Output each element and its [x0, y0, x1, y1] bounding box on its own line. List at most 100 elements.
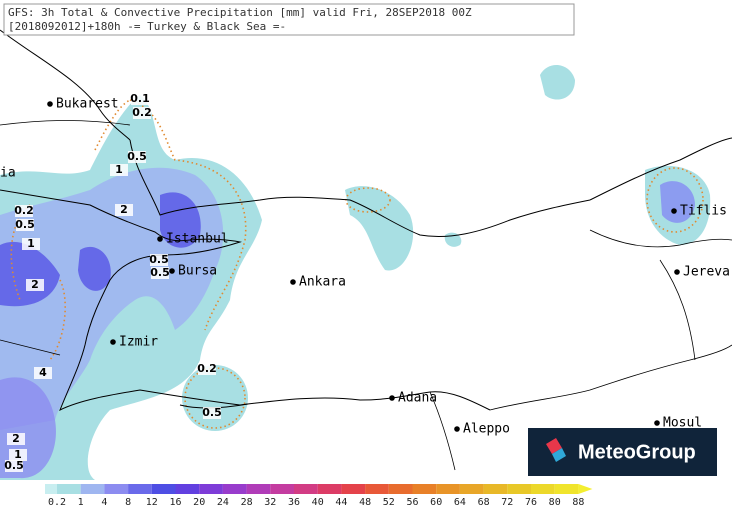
colorbar-swatch	[270, 484, 294, 494]
contour-label: 1	[14, 448, 22, 461]
colorbar-label: 12	[146, 497, 158, 508]
header-line: [2018092012]+180h -= Turkey & Black Sea …	[8, 20, 286, 33]
header-frame	[3, 3, 575, 36]
colorbar-swatch	[246, 484, 271, 494]
colorbar-label: 80	[549, 497, 561, 508]
city-dot	[671, 208, 677, 214]
header-line: GFS: 3h Total & Convective Precipitation…	[8, 6, 472, 19]
logo-icon	[546, 438, 562, 454]
colorbar-label: 88	[572, 497, 584, 508]
contour-label-bg	[110, 164, 128, 176]
city-dot	[290, 279, 296, 285]
rain-area-cyprus	[182, 365, 248, 431]
contour-label-bg	[203, 407, 221, 419]
colorbar-swatch	[199, 484, 223, 494]
colorbar-label: 48	[359, 497, 371, 508]
contour-label-bg	[9, 449, 27, 461]
colorbar-label: 1	[78, 497, 84, 508]
colorbar-label: 36	[288, 497, 300, 508]
precipitation	[0, 64, 711, 480]
city-label: Izmir	[119, 335, 158, 350]
colorbar-label: 4	[101, 497, 107, 508]
city-label: ia	[0, 166, 16, 181]
colorbar-swatch	[57, 484, 81, 494]
city-dot	[674, 269, 680, 275]
colorbar-swatch	[341, 484, 366, 494]
contour-label-bg	[7, 433, 25, 445]
coastlines	[0, 29, 732, 412]
city-label: Aleppo	[463, 422, 510, 437]
colorbar-swatch	[45, 484, 57, 494]
rain-area-central	[345, 186, 414, 271]
colorbar-swatch	[531, 484, 555, 494]
colorbar-label: 20	[193, 497, 205, 508]
city-label: Istanbul	[166, 232, 229, 247]
colorbar-swatch	[151, 484, 176, 494]
colorbar-label: 52	[383, 497, 395, 508]
rain-area-heavy	[0, 192, 201, 307]
contour-label: 0.5	[127, 150, 147, 163]
rain-area-north	[540, 64, 575, 100]
city-dot	[47, 101, 53, 107]
colorbar-label: 68	[478, 497, 490, 508]
colorbar-swatch	[365, 484, 389, 494]
colorbar-swatch	[554, 484, 579, 494]
colorbar-label: 0.2	[48, 497, 66, 508]
city-dot	[654, 420, 660, 426]
colorbar-swatch	[507, 484, 531, 494]
city-dot	[110, 339, 116, 345]
contour-label: 0.2	[197, 362, 217, 375]
colorbar-swatch	[104, 484, 129, 494]
colorbar-label: 72	[501, 497, 513, 508]
contour-label: 2	[31, 278, 39, 291]
colorbar-swatch	[128, 484, 152, 494]
city-label: Mosul	[663, 416, 702, 431]
contour-label: 0.2	[14, 204, 34, 217]
colorbar-swatch	[222, 484, 247, 494]
city-dot	[169, 268, 175, 274]
city-label: Bursa	[178, 264, 217, 279]
contour-label: 0.5	[15, 218, 35, 231]
colorbar-swatch	[294, 484, 318, 494]
colorbar: 0.2 1 4 8 12 16 20 24 28 32 36 40 44 48 52 56 60 64 68 72 76…	[45, 484, 593, 508]
contour-label: 0.5	[4, 459, 24, 472]
colorbar-label: 24	[217, 497, 229, 508]
rain-area-caucasus-core	[660, 181, 695, 223]
city-label: Ankara	[299, 275, 346, 290]
contour-label-bg	[151, 267, 169, 279]
contour-label-bg	[34, 367, 52, 379]
contour-label-bg	[16, 219, 34, 231]
contour-label: 0.5	[202, 406, 222, 419]
contour-label-bg	[131, 93, 149, 105]
city-label: Tiflis	[680, 204, 727, 219]
colorbar-swatch	[175, 484, 200, 494]
contour-label-bg	[150, 254, 168, 266]
colorbar-label: 28	[241, 497, 253, 508]
contour-label-bg	[115, 204, 133, 216]
logo-text: MeteoGroup	[578, 441, 696, 463]
colorbar-swatch	[459, 484, 484, 494]
city-dot	[389, 395, 395, 401]
contour-label: 1	[27, 237, 35, 250]
city-label: Adana	[398, 391, 437, 406]
cities: Bukarest ia Istanbul Bursa Ankara Izmir Adana A…	[0, 97, 730, 437]
contour-label-bg	[128, 151, 146, 163]
colorbar-label: 44	[335, 497, 347, 508]
colorbar-label: 16	[169, 497, 181, 508]
colorbar-label: 8	[125, 497, 131, 508]
city-label: Bukarest	[56, 97, 119, 112]
colorbar-label: 64	[454, 497, 466, 508]
colorbar-swatch	[388, 484, 413, 494]
colorbar-swatch	[436, 484, 460, 494]
contour-label: 2	[120, 203, 128, 216]
colorbar-label: 40	[312, 497, 324, 508]
city-label: Jereva	[683, 265, 730, 280]
borders	[0, 120, 732, 471]
contour-label-bg	[26, 279, 44, 291]
contour-label-bg	[22, 238, 40, 250]
contour-label: 0.1	[130, 92, 150, 105]
contour-label: 0.2	[132, 106, 152, 119]
